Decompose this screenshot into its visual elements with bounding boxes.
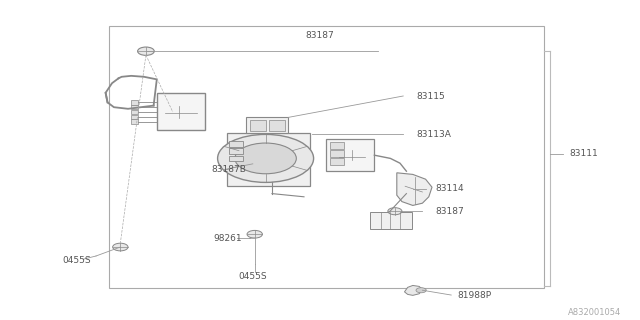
Text: 83115: 83115 — [416, 92, 445, 100]
Bar — [227, 133, 310, 186]
Circle shape — [235, 143, 296, 174]
Circle shape — [416, 288, 426, 293]
Circle shape — [388, 208, 402, 215]
Text: 83111: 83111 — [570, 149, 598, 158]
Bar — [109, 26, 544, 288]
Text: 83114: 83114 — [435, 184, 464, 193]
Bar — [326, 139, 374, 171]
Text: 0455S: 0455S — [63, 256, 91, 265]
Text: 0455S: 0455S — [239, 272, 267, 281]
Text: 83113A: 83113A — [416, 130, 451, 139]
Bar — [330, 150, 344, 157]
Circle shape — [138, 47, 154, 55]
Bar — [246, 117, 288, 133]
Bar — [131, 105, 138, 109]
Bar — [330, 158, 344, 165]
Text: A832001054: A832001054 — [568, 308, 621, 317]
Bar — [131, 115, 138, 119]
Bar — [131, 100, 138, 105]
Polygon shape — [397, 173, 432, 205]
Bar — [370, 212, 412, 229]
Bar — [229, 156, 243, 161]
Text: 83187: 83187 — [306, 31, 334, 40]
Bar — [229, 148, 243, 154]
Text: 98261: 98261 — [213, 234, 241, 243]
Bar — [269, 120, 285, 131]
Circle shape — [247, 230, 262, 238]
Circle shape — [218, 134, 314, 182]
Bar — [330, 142, 344, 149]
Bar — [157, 93, 205, 130]
Bar — [250, 120, 266, 131]
Polygon shape — [404, 285, 422, 295]
Bar — [131, 110, 138, 114]
Text: 83187B: 83187B — [211, 165, 246, 174]
Bar — [131, 119, 138, 124]
Circle shape — [113, 243, 128, 251]
Text: 81988P: 81988P — [458, 292, 492, 300]
Text: 83187: 83187 — [435, 207, 464, 216]
Bar — [229, 141, 243, 147]
